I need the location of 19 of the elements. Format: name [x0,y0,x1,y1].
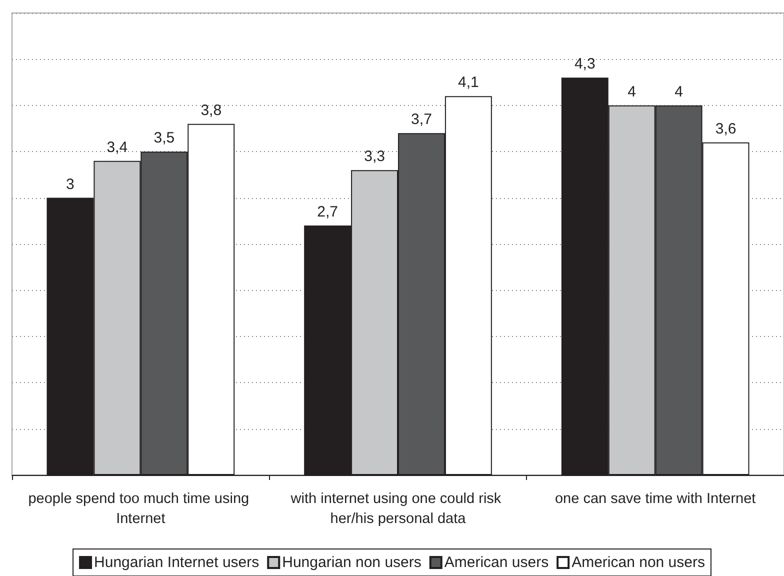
data-label: 4 [674,83,683,100]
data-label: 3,5 [154,130,175,147]
x-tick-label: one can save time with Internet [554,491,756,507]
data-label: 2,7 [317,204,338,221]
legend-label: American users [444,554,549,571]
data-label: 3,8 [200,102,222,119]
data-label: 3,4 [106,138,128,156]
legend-label: Hungarian Internet users [94,554,260,571]
data-label: 4 [628,83,636,100]
legend-label: American non users [572,554,705,571]
data-label: 4,3 [574,56,596,73]
data-label: 3 [66,176,74,193]
legend-label: Hungarian non users [282,554,422,571]
data-label: 3,6 [715,120,736,138]
data-label: 4,1 [458,74,479,92]
x-tick-label: people spend too much time using Internet [28,491,254,527]
data-label: 3,3 [364,148,385,166]
x-tick-label: with internet using one could risk her/his personal data [290,491,506,527]
data-label: 3,7 [411,111,432,128]
